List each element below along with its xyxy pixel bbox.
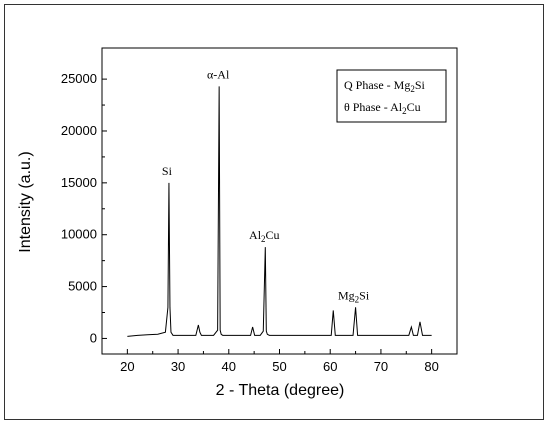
y-tick-label: 15000 (61, 175, 97, 190)
y-tick-label: 10000 (61, 227, 97, 242)
x-tick-label: 80 (424, 359, 438, 374)
y-tick-label: 5000 (68, 279, 97, 294)
figure-frame (4, 4, 544, 420)
y-tick-label: 20000 (61, 123, 97, 138)
legend-box (336, 69, 447, 123)
series-line (127, 86, 432, 337)
peak-label: Si (162, 164, 173, 178)
x-tick-label: 40 (222, 359, 236, 374)
x-tick-label: 20 (120, 359, 134, 374)
x-tick-label: 70 (374, 359, 388, 374)
legend-entry: Q Phase - Mg2Si (344, 78, 426, 94)
peak-label: Al2Cu (249, 228, 280, 244)
x-tick-label: 50 (272, 359, 286, 374)
x-axis-label: 2 - Theta (degree) (216, 382, 345, 399)
peak-label: Mg2Si (338, 288, 370, 304)
y-tick-label: 0 (90, 330, 97, 345)
peak-label: α-Al (207, 67, 230, 81)
y-tick-label: 25000 (61, 71, 97, 86)
legend-entry: θ Phase - Al2Cu (344, 100, 421, 116)
x-tick-label: 60 (323, 359, 337, 374)
legend: Q Phase - Mg2Si θ Phase - Al2Cu (336, 69, 447, 123)
x-tick-label: 30 (171, 359, 185, 374)
y-axis-label: Intensity (a.u.) (17, 151, 34, 252)
